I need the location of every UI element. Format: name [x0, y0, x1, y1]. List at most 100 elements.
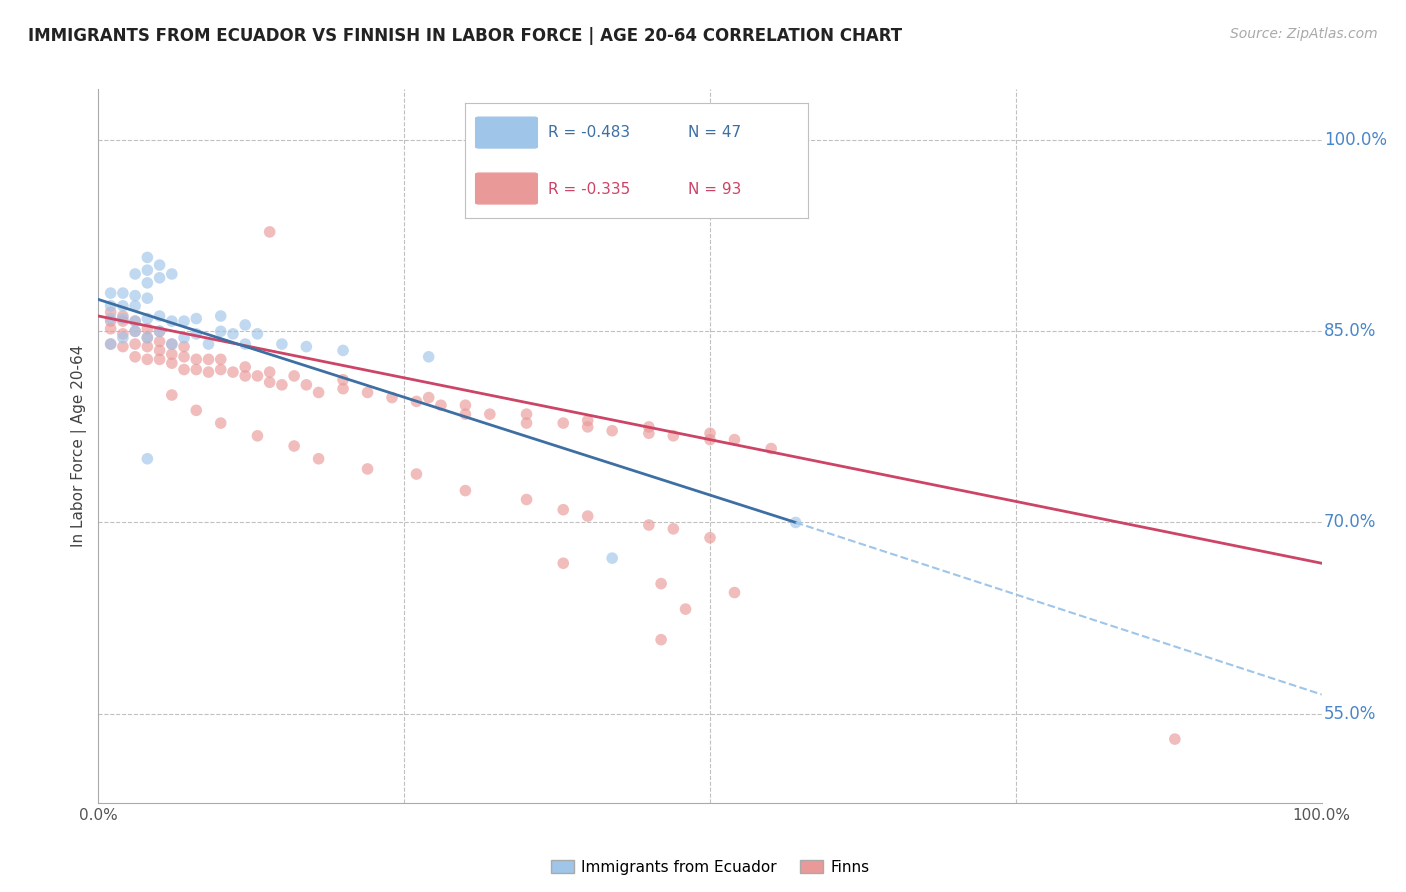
Point: [662, 429, 685, 443]
Point: [405, 467, 427, 481]
Point: [1164, 732, 1187, 747]
Point: [136, 322, 159, 336]
Point: [136, 251, 159, 265]
Point: [160, 347, 183, 361]
Point: [405, 394, 427, 409]
Point: [576, 413, 599, 427]
Point: [111, 299, 134, 313]
Point: [149, 343, 172, 358]
Text: Source: ZipAtlas.com: Source: ZipAtlas.com: [1230, 27, 1378, 41]
Point: [454, 398, 477, 412]
Point: [136, 451, 159, 466]
Point: [173, 331, 195, 345]
Point: [124, 337, 146, 351]
Point: [576, 420, 599, 434]
Point: [173, 350, 195, 364]
Point: [160, 356, 183, 370]
Point: [136, 311, 159, 326]
Point: [111, 331, 134, 345]
Point: [259, 365, 281, 379]
Point: [308, 451, 330, 466]
Point: [100, 311, 122, 326]
Text: 70.0%: 70.0%: [1324, 514, 1376, 532]
Point: [259, 225, 281, 239]
Point: [111, 340, 134, 354]
Point: [111, 314, 134, 328]
Point: [173, 340, 195, 354]
Point: [160, 337, 183, 351]
Point: [785, 516, 807, 530]
Point: [209, 362, 232, 376]
Point: [111, 286, 134, 301]
Point: [111, 309, 134, 323]
Point: [160, 388, 183, 402]
Point: [100, 337, 122, 351]
Point: [675, 602, 697, 616]
Point: [111, 311, 134, 326]
Point: [454, 407, 477, 421]
Point: [100, 305, 122, 319]
Point: [100, 322, 122, 336]
Point: [149, 352, 172, 367]
Point: [233, 337, 256, 351]
Point: [160, 267, 183, 281]
Y-axis label: In Labor Force | Age 20-64: In Labor Force | Age 20-64: [72, 345, 87, 547]
Point: [124, 314, 146, 328]
Point: [173, 314, 195, 328]
Point: [283, 368, 305, 383]
Legend: Immigrants from Ecuador, Finns: Immigrants from Ecuador, Finns: [544, 854, 876, 880]
Point: [637, 518, 661, 533]
Text: 55.0%: 55.0%: [1324, 705, 1376, 723]
Point: [418, 391, 440, 405]
Point: [356, 385, 378, 400]
Point: [576, 509, 599, 524]
Point: [662, 522, 685, 536]
Point: [197, 365, 219, 379]
Text: 85.0%: 85.0%: [1324, 322, 1376, 341]
Point: [233, 368, 256, 383]
Point: [553, 502, 575, 516]
Point: [136, 331, 159, 345]
Point: [295, 340, 318, 354]
Point: [136, 331, 159, 345]
Point: [100, 299, 122, 313]
Point: [136, 263, 159, 277]
Point: [723, 433, 745, 447]
Point: [761, 442, 783, 456]
Point: [136, 352, 159, 367]
Point: [270, 377, 294, 392]
Point: [149, 324, 172, 338]
Point: [124, 350, 146, 364]
Point: [186, 352, 208, 367]
Point: [136, 340, 159, 354]
Point: [233, 318, 256, 332]
Point: [197, 352, 219, 367]
Point: [418, 350, 440, 364]
Point: [149, 309, 172, 323]
Point: [124, 324, 146, 338]
Point: [233, 359, 256, 374]
Point: [186, 403, 208, 417]
Point: [209, 309, 232, 323]
Point: [553, 416, 575, 430]
Point: [637, 420, 661, 434]
Point: [136, 276, 159, 290]
Point: [650, 632, 672, 647]
Point: [246, 429, 269, 443]
Point: [160, 314, 183, 328]
Point: [100, 314, 122, 328]
Point: [270, 337, 294, 351]
Point: [173, 362, 195, 376]
Point: [149, 270, 172, 285]
Point: [186, 311, 208, 326]
Point: [332, 343, 354, 358]
Point: [430, 398, 453, 412]
Point: [600, 424, 623, 438]
Text: IMMIGRANTS FROM ECUADOR VS FINNISH IN LABOR FORCE | AGE 20-64 CORRELATION CHART: IMMIGRANTS FROM ECUADOR VS FINNISH IN LA…: [28, 27, 903, 45]
Point: [209, 352, 232, 367]
Point: [515, 407, 537, 421]
Point: [124, 267, 146, 281]
Point: [124, 324, 146, 338]
Point: [515, 492, 537, 507]
Point: [222, 326, 245, 341]
